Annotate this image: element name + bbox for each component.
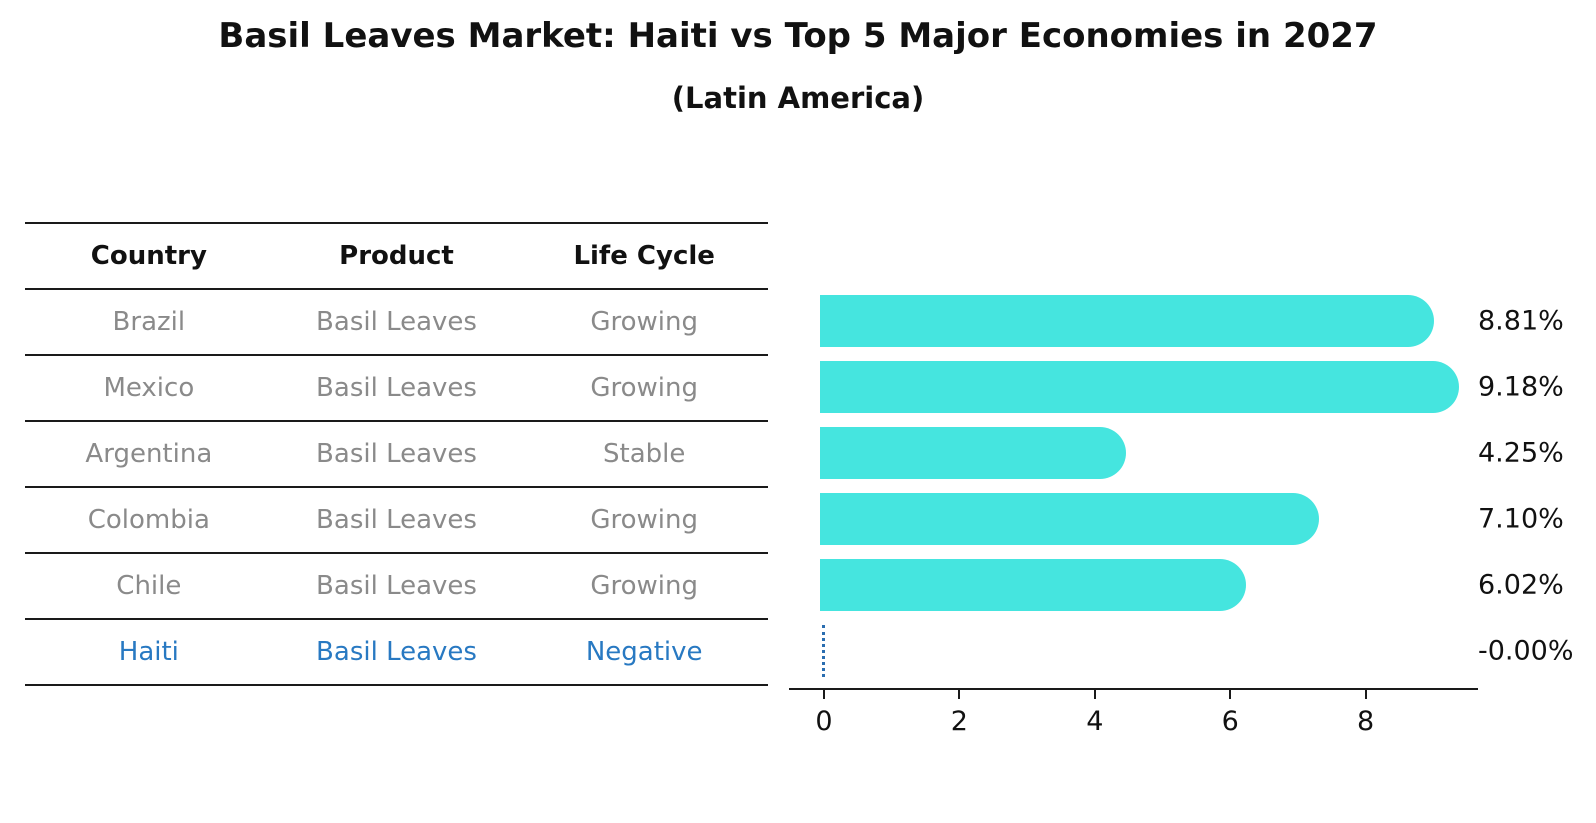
x-tick-label: 8: [1357, 706, 1375, 737]
cell-life-cycle: Negative: [585, 637, 703, 667]
cell-life-cycle: Growing: [590, 373, 698, 403]
cell-product: Basil Leaves: [316, 571, 477, 601]
cell-country: Chile: [116, 571, 182, 601]
table-header-row: Country Product Life Cycle: [25, 222, 768, 290]
bar-row-chile: 6.02%: [820, 559, 1596, 611]
table-row-brazil: Brazil Basil Leaves Growing: [25, 290, 768, 356]
bar-row-brazil: 8.81%: [820, 295, 1596, 347]
x-tick-mark: [1093, 690, 1096, 699]
cell-country: Haiti: [118, 637, 179, 667]
column-header-product: Product: [339, 241, 454, 271]
table-row-haiti: Haiti Basil Leaves Negative: [25, 620, 768, 686]
cell-country: Colombia: [87, 505, 210, 535]
chart-subtitle: (Latin America): [671, 81, 925, 115]
bar-value-label: -0.00%: [1478, 635, 1574, 667]
bar-value-label: 4.25%: [1478, 437, 1564, 469]
cell-product: Basil Leaves: [316, 439, 477, 469]
x-tick-mark: [958, 690, 961, 699]
cell-product: Basil Leaves: [316, 307, 477, 337]
table-row-mexico: Mexico Basil Leaves Growing: [25, 356, 768, 422]
table-row-colombia: Colombia Basil Leaves Growing: [25, 488, 768, 554]
bar-row-colombia: 7.10%: [820, 493, 1596, 545]
bar-value-label: 7.10%: [1478, 503, 1564, 535]
x-tick-mark: [823, 690, 825, 699]
x-tick-mark: [1364, 690, 1367, 699]
cell-country: Argentina: [85, 439, 213, 469]
cell-product: Basil Leaves: [316, 505, 477, 535]
country-table: Country Product Life Cycle Brazil Basil …: [25, 222, 768, 686]
cell-product: Basil Leaves: [316, 373, 477, 403]
cell-country: Mexico: [103, 373, 195, 403]
bar-value-label: 9.18%: [1478, 371, 1564, 403]
cell-life-cycle: Growing: [590, 505, 698, 535]
table-row-chile: Chile Basil Leaves Growing: [25, 554, 768, 620]
table-row-argentina: Argentina Basil Leaves Stable: [25, 422, 768, 488]
column-header-country: Country: [90, 241, 207, 271]
bar-mexico: [820, 361, 1460, 413]
x-tick-label: 6: [1221, 706, 1239, 737]
x-tick-mark: [1229, 690, 1232, 699]
cell-country: Brazil: [112, 307, 186, 337]
x-tick-label: 2: [950, 706, 968, 737]
zero-dotted-line: [822, 625, 825, 677]
bar-argentina: [820, 427, 1126, 479]
cell-life-cycle: Growing: [590, 571, 698, 601]
x-tick-label: 4: [1086, 706, 1104, 737]
bar-chile: [820, 559, 1246, 611]
x-tick-label: 0: [815, 706, 833, 737]
column-header-life-cycle: Life Cycle: [573, 241, 715, 271]
bar-brazil: [820, 295, 1435, 347]
x-axis-line: [789, 688, 1478, 690]
cell-life-cycle: Stable: [603, 439, 686, 469]
bar-row-haiti: -0.00%: [822, 625, 1596, 677]
bar-colombia: [820, 493, 1319, 545]
cell-life-cycle: Growing: [590, 307, 698, 337]
cell-product: Basil Leaves: [316, 637, 477, 667]
bar-row-argentina: 4.25%: [820, 427, 1596, 479]
bar-row-mexico: 9.18%: [820, 361, 1596, 413]
bar-value-label: 6.02%: [1478, 569, 1564, 601]
bar-value-label: 8.81%: [1478, 305, 1564, 337]
chart-title: Basil Leaves Market: Haiti vs Top 5 Majo…: [218, 16, 1378, 56]
